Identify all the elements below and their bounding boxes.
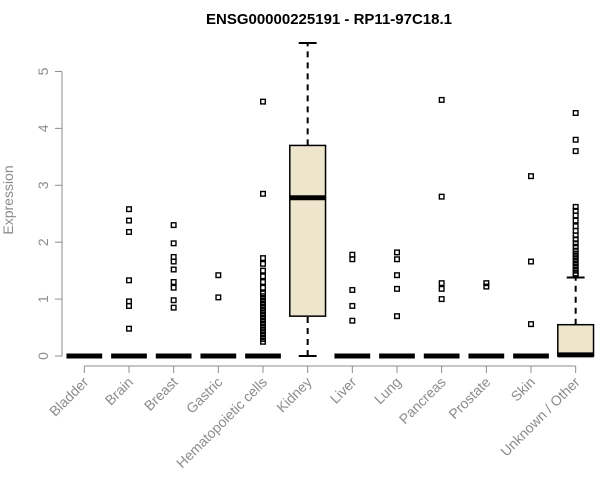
outlier-point bbox=[438, 285, 445, 292]
outlier-point bbox=[170, 284, 177, 291]
outlier-point bbox=[349, 317, 356, 324]
outlier-point bbox=[572, 109, 579, 116]
y-tick-label: 2 bbox=[35, 238, 51, 246]
box-prostate bbox=[468, 280, 505, 359]
x-tick-label: Prostate bbox=[445, 374, 493, 422]
outlier-point bbox=[125, 206, 132, 213]
x-tick-label: Liver bbox=[327, 374, 360, 407]
x-tick-label: Kidney bbox=[273, 374, 315, 416]
outlier-point bbox=[125, 325, 132, 332]
outlier-point bbox=[170, 222, 177, 229]
outlier-point bbox=[394, 313, 401, 320]
outlier-point bbox=[215, 294, 222, 301]
chart-title: ENSG00000225191 - RP11-97C18.1 bbox=[206, 11, 452, 28]
x-tick-label: Breast bbox=[141, 374, 181, 414]
outlier-point bbox=[483, 283, 490, 290]
outlier-point bbox=[260, 255, 267, 262]
outlier-point bbox=[170, 304, 177, 311]
box-unknown-other bbox=[557, 109, 595, 358]
outlier-point bbox=[572, 240, 579, 247]
y-tick-label: 4 bbox=[35, 124, 51, 132]
outlier-point bbox=[349, 302, 356, 309]
outlier-point bbox=[572, 217, 579, 224]
outlier-point bbox=[394, 249, 401, 256]
outlier-point bbox=[260, 267, 267, 274]
box-skin bbox=[513, 173, 549, 359]
outlier-point bbox=[260, 190, 267, 197]
box-iqr bbox=[557, 323, 595, 357]
outlier-point bbox=[170, 297, 177, 304]
outlier-point bbox=[170, 258, 177, 265]
outlier-point bbox=[394, 256, 401, 263]
y-tick-label: 1 bbox=[35, 295, 51, 303]
plot-area bbox=[66, 42, 595, 359]
outlier-point bbox=[260, 338, 267, 345]
outlier-point bbox=[260, 98, 267, 105]
outlier-point bbox=[438, 296, 445, 303]
y-tick-label: 5 bbox=[35, 67, 51, 75]
x-tick-label: Skin bbox=[508, 374, 539, 405]
outlier-point bbox=[572, 148, 579, 155]
outlier-point bbox=[260, 273, 267, 280]
box-gastric bbox=[200, 272, 237, 359]
outlier-point bbox=[260, 284, 267, 291]
outlier-point bbox=[170, 240, 177, 247]
box-hematopoietic-cells bbox=[245, 98, 281, 359]
outlier-point bbox=[125, 217, 132, 224]
outlier-point bbox=[394, 272, 401, 279]
outlier-point bbox=[528, 258, 535, 265]
outlier-point bbox=[125, 277, 132, 284]
x-tick-label: Brain bbox=[102, 374, 136, 408]
outlier-point bbox=[572, 212, 579, 219]
outlier-point bbox=[438, 96, 445, 103]
box-pancreas bbox=[423, 96, 460, 359]
outlier-point bbox=[483, 280, 490, 287]
y-axis: 0 1 2 3 4 5 bbox=[35, 67, 63, 360]
outlier-point bbox=[260, 279, 267, 286]
outlier-point bbox=[125, 302, 132, 309]
outlier-point bbox=[170, 279, 177, 286]
outlier-point bbox=[125, 228, 132, 235]
outlier-point bbox=[215, 272, 222, 279]
x-tick-label: Bladder bbox=[46, 374, 92, 420]
outlier-point bbox=[528, 321, 535, 328]
outlier-point bbox=[260, 260, 267, 267]
outlier-point bbox=[572, 136, 579, 143]
y-tick-label: 0 bbox=[35, 352, 51, 360]
y-tick-label: 3 bbox=[35, 181, 51, 189]
box-lung bbox=[379, 249, 415, 359]
outlier-point bbox=[349, 256, 356, 263]
outlier-point bbox=[528, 173, 535, 180]
x-tick-label: Gastric bbox=[183, 374, 226, 417]
outlier-point bbox=[170, 266, 177, 273]
box-brain bbox=[111, 206, 147, 359]
x-tick-label: Pancreas bbox=[396, 374, 449, 427]
x-tick-label: Lung bbox=[371, 374, 404, 407]
x-tick-label: Unknown / Other bbox=[497, 374, 583, 460]
outlier-point bbox=[438, 280, 445, 287]
outlier-point bbox=[572, 272, 579, 279]
box-kidney bbox=[289, 42, 327, 357]
outlier-point bbox=[438, 193, 445, 200]
outlier-point bbox=[349, 286, 356, 293]
box-liver bbox=[334, 251, 371, 359]
y-axis-label: Expression bbox=[0, 165, 16, 234]
outlier-point bbox=[394, 285, 401, 292]
box-iqr bbox=[289, 144, 327, 317]
box-breast bbox=[155, 222, 192, 359]
